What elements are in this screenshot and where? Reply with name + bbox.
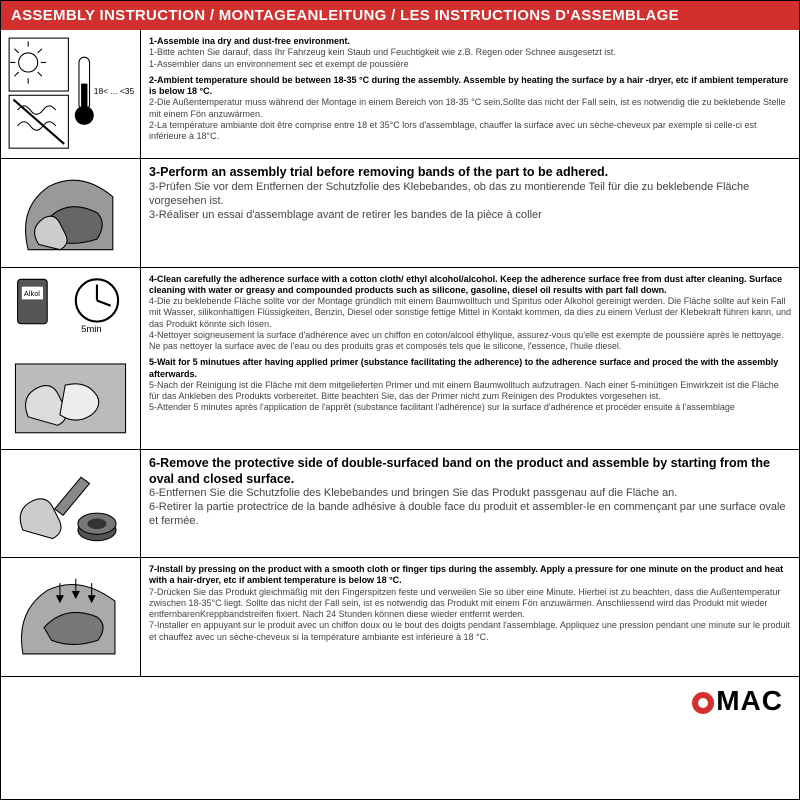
illustration-remove-tape [1,450,141,557]
step-5-de: 5-Nach der Reinigung ist die Fläche mit … [149,380,791,403]
step-4-de: 4-Die zu beklebende Fläche sollte vor de… [149,296,791,330]
step-6-en: 6-Remove the protective side of double-s… [149,456,791,487]
step-4-en: 4-Clean carefully the adherence surface … [149,274,791,297]
logo-o-icon [692,692,714,714]
step-3-en: 3-Perform an assembly trial before remov… [149,165,791,181]
step-4: 4-Clean carefully the adherence surface … [149,274,791,353]
svg-text:Alkol: Alkol [24,289,40,298]
step-2-en: 2-Ambient temperature should be between … [149,75,791,98]
step-3-fr: 3-Réaliser un essai d'assemblage avant d… [149,209,791,223]
step-6-de: 6-Entfernen Sie die Schutzfolie des Kleb… [149,487,791,501]
step-7: 7-Install by pressing on the product wit… [149,564,791,643]
svg-text:5min: 5min [81,324,102,335]
footer: MAC [1,677,799,721]
step-2-fr: 2-La température ambiante doit être comp… [149,120,791,143]
step-5: 5-Wait for 5 minutues after having appli… [149,357,791,413]
section-5: 7-Install by pressing on the product wit… [1,558,799,677]
instruction-sections: 18< ... <35 C 1-Assemble ina dry and dus… [1,30,799,677]
illustration-install-press [1,558,141,676]
step-6: 6-Remove the protective side of double-s… [149,456,791,529]
illustration-temperature: 18< ... <35 C [1,30,141,158]
illustration-trial-fit [1,159,141,266]
step-7-en: 7-Install by pressing on the product wit… [149,564,791,587]
section-1: 18< ... <35 C 1-Assemble ina dry and dus… [1,30,799,159]
svg-text:18< ... <35 C: 18< ... <35 C [94,86,134,96]
illustration-cleaning: Alkol 5min [1,268,141,449]
step-1: 1-Assemble ina dry and dust-free environ… [149,36,791,70]
step-1-de: 1-Bitte achten Sie darauf, dass Ihr Fahr… [149,47,791,58]
step-3-de: 3-Prüfen Sie vor dem Entfernen der Schut… [149,181,791,209]
section-4: 6-Remove the protective side of double-s… [1,450,799,558]
step-7-fr: 7-Installer en appuyant sur le produit a… [149,620,791,643]
step-4-fr: 4-Nettoyer soigneusement la surface d'ad… [149,330,791,353]
section-3: Alkol 5min 4-Clean carefully the adheren… [1,268,799,450]
logo-text: MAC [716,685,783,717]
step-5-fr: 5-Attender 5 minutes après l'application… [149,402,791,413]
step-1-fr: 1-Assembler dans un environnement sec et… [149,59,791,70]
step-3: 3-Perform an assembly trial before remov… [149,165,791,222]
step-1-en: 1-Assemble ina dry and dust-free environ… [149,36,791,47]
brand-logo: MAC [692,685,783,717]
header-title: ASSEMBLY INSTRUCTION / MONTAGEANLEITUNG … [1,1,799,30]
step-5-en: 5-Wait for 5 minutues after having appli… [149,357,791,380]
step-6-fr: 6-Retirer la partie protectrice de la ba… [149,501,791,529]
step-7-de: 7-Drücken Sie das Produkt gleichmäßig mi… [149,587,791,621]
section-2: 3-Perform an assembly trial before remov… [1,159,799,267]
step-2-de: 2-Die Außentemperatur muss während der M… [149,97,791,120]
step-2: 2-Ambient temperature should be between … [149,75,791,143]
